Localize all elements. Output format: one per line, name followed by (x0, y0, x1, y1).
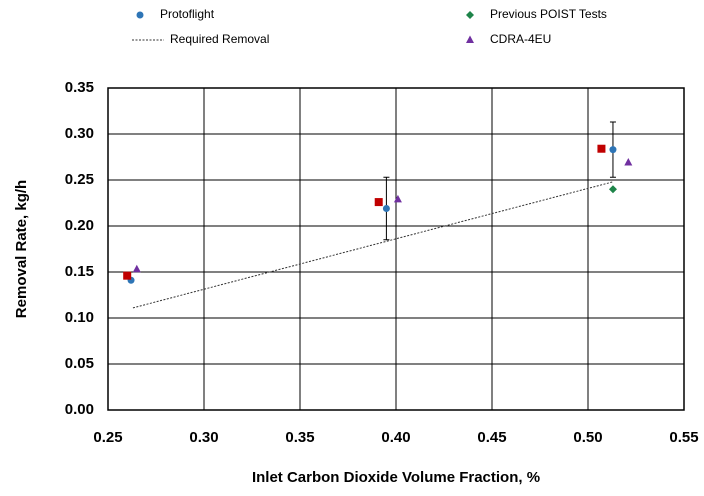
point (374, 198, 383, 207)
y-tick-label: 0.05 (65, 355, 94, 372)
y-tick-label: 0.20 (65, 217, 94, 234)
y-axis-label: Removal Rate, kg/h (13, 180, 30, 318)
legend-marker (466, 35, 474, 43)
legend-label: Previous POIST Tests (490, 7, 607, 21)
x-tick-label: 0.45 (477, 429, 506, 446)
required-line (132, 181, 614, 309)
point (123, 271, 132, 280)
y-tick-label: 0.15 (65, 263, 94, 280)
point (132, 264, 141, 273)
point (609, 146, 617, 154)
legend-marker (136, 11, 144, 19)
legend-marker (466, 11, 474, 19)
legend-label: Protoflight (160, 7, 215, 21)
x-tick-label: 0.50 (573, 429, 602, 446)
x-tick-label: 0.55 (669, 429, 698, 446)
x-tick-label: 0.35 (285, 429, 314, 446)
x-tick-label: 0.25 (93, 429, 122, 446)
y-tick-label: 0.35 (65, 79, 94, 96)
point (393, 194, 402, 203)
point (597, 144, 606, 153)
y-tick-label: 0.30 (65, 125, 94, 142)
x-tick-label: 0.40 (381, 429, 410, 446)
point (382, 205, 390, 213)
point (608, 185, 617, 194)
y-tick-label: 0.10 (65, 309, 94, 326)
x-axis-label: Inlet Carbon Dioxide Volume Fraction, % (252, 469, 540, 486)
plot-border (107, 87, 685, 411)
y-tick-label: 0.25 (65, 171, 94, 188)
legend-label: CDRA-4EU (490, 32, 551, 46)
legend-label: Required Removal (170, 32, 269, 46)
y-tick-label: 0.00 (65, 401, 94, 418)
point (624, 158, 633, 166)
x-tick-label: 0.30 (189, 429, 218, 446)
